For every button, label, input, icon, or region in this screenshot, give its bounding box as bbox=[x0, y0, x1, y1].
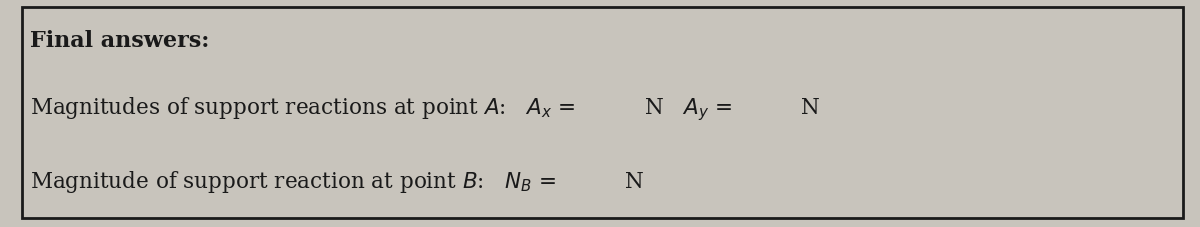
FancyBboxPatch shape bbox=[22, 8, 1183, 218]
Text: Magnitude of support reaction at point $\mathit{B}$:   $\mathit{N_B}$ =         : Magnitude of support reaction at point $… bbox=[30, 169, 644, 195]
Text: Magnitudes of support reactions at point $\mathit{A}$:   $\mathit{A_x}$ =       : Magnitudes of support reactions at point… bbox=[30, 95, 821, 123]
Text: Final answers:: Final answers: bbox=[30, 30, 209, 52]
